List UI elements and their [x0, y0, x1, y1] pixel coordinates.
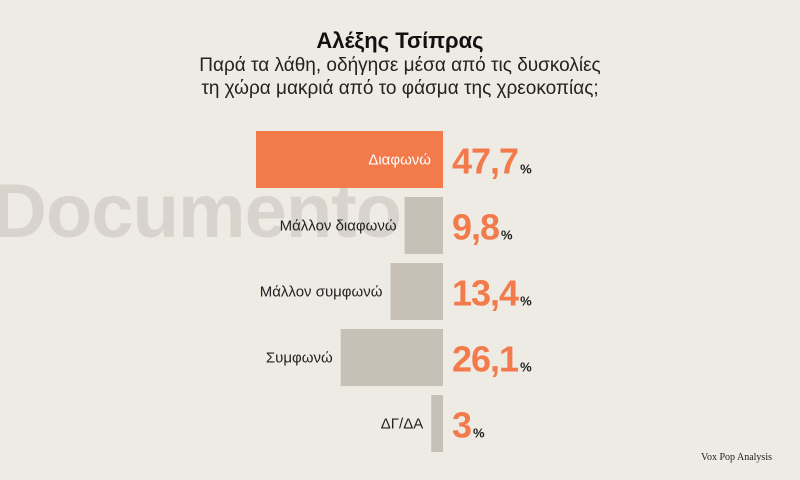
bar-2: [390, 263, 443, 320]
subtitle-line-2: τη χώρα μακριά από το φάσμα της χρεοκοπί…: [201, 78, 599, 99]
value-label-4: 3%: [452, 405, 485, 446]
category-label-3: Συμφωνώ: [266, 350, 333, 367]
value-label-1: 9,8%: [452, 207, 513, 248]
category-label-0: Διαφωνώ: [368, 152, 431, 169]
chart-subtitle: Παρά τα λάθη, οδήγησε μέσα από τις δυσκο…: [0, 54, 800, 100]
category-label-4: ΔΓ/ΔΑ: [381, 416, 423, 433]
bar-0: [256, 131, 443, 188]
value-label-2: 13,4%: [452, 273, 532, 314]
subtitle-line-1: Παρά τα λάθη, οδήγησε μέσα από τις δυσκο…: [199, 55, 601, 76]
chart-title: Αλέξης Τσίπρας: [316, 28, 484, 53]
category-label-2: Μάλλον συμφωνώ: [260, 284, 383, 301]
bar-3: [340, 329, 443, 386]
bar-4: [431, 395, 443, 452]
bar-1: [404, 197, 443, 254]
value-label-3: 26,1%: [452, 339, 532, 380]
source-credit: Vox Pop Analysis: [701, 452, 772, 463]
category-label-1: Μάλλον διαφωνώ: [280, 218, 397, 235]
value-label-0: 47,7%: [452, 141, 532, 182]
